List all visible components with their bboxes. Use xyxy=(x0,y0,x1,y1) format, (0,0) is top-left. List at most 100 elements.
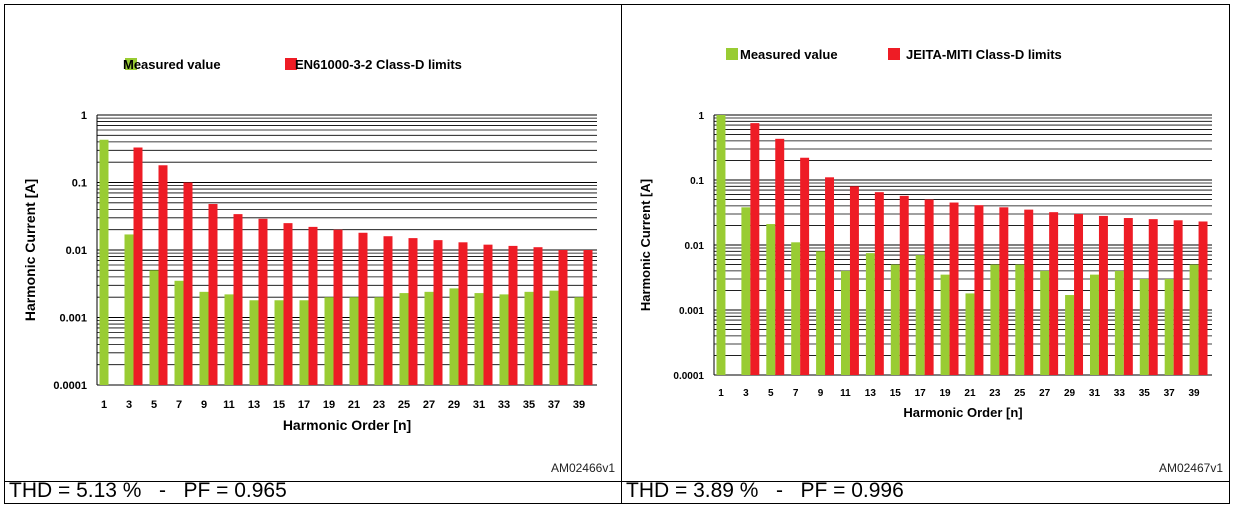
limit-bar xyxy=(458,242,468,385)
measured-bar xyxy=(374,297,384,385)
x-tick-label: 21 xyxy=(348,399,360,411)
limit-bar xyxy=(358,232,368,385)
x-tick-label: 39 xyxy=(573,399,585,411)
limit-series xyxy=(133,147,593,385)
measured-bar xyxy=(399,293,409,385)
x-tick-label: 3 xyxy=(743,388,749,399)
limit-bar xyxy=(383,236,393,385)
x-tick-label: 7 xyxy=(793,388,799,399)
limit-bar xyxy=(974,205,984,375)
measured-bar xyxy=(574,297,584,385)
measured-bar xyxy=(299,300,309,385)
measured-bar xyxy=(174,280,184,385)
measured-bar xyxy=(424,291,434,385)
x-tick-label: 37 xyxy=(1164,388,1176,399)
y-tick-label: 0.01 xyxy=(685,241,705,252)
limit-bar xyxy=(433,240,443,385)
limit-bar xyxy=(558,250,568,385)
legend-label: JEITA-MITI Class-D limits xyxy=(906,47,1062,62)
right-panel: 1 0.1 0.01 0.001 0.0001 1 3 5 7 9 11 13 15 17 19 21 23 25… xyxy=(622,4,1230,504)
limit-bar xyxy=(483,244,493,385)
measured-bar xyxy=(249,300,259,385)
x-tick-label: 13 xyxy=(865,388,877,399)
measured-bar xyxy=(791,242,801,375)
measured-bar xyxy=(741,207,751,375)
figure-frame: 1 0.1 0.01 0.001 0.0001 1 3 5 7 9 11 13 15 17 19 21 23 25… xyxy=(4,4,1230,504)
measured-bar xyxy=(1164,278,1174,375)
legend-swatch xyxy=(888,48,900,60)
limit-bar xyxy=(408,238,418,385)
limit-bar xyxy=(775,138,785,375)
limit-bar xyxy=(283,223,293,385)
x-tick-label: 31 xyxy=(1089,388,1101,399)
limit-bar xyxy=(1173,220,1183,375)
limit-bar xyxy=(825,177,835,375)
measured-series xyxy=(716,115,1199,375)
legend-swatch xyxy=(726,48,738,60)
measured-bar xyxy=(840,270,850,375)
legend-swatch xyxy=(285,58,297,70)
measured-bar xyxy=(499,294,509,385)
legend-label: Measured value xyxy=(740,47,838,62)
left-panel: 1 0.1 0.01 0.001 0.0001 1 3 5 7 9 11 13 15 17 19 21 23 25… xyxy=(4,4,622,504)
limit-bar xyxy=(1074,213,1084,375)
x-tick-label: 37 xyxy=(548,399,560,411)
measured-bar xyxy=(524,291,534,385)
x-tick-label: 25 xyxy=(398,399,410,411)
y-axis-label: Harmonic Current [A] xyxy=(638,179,653,311)
legend: Measured value EN61000-3-2 Class-D limits xyxy=(123,57,462,72)
limit-bar xyxy=(1148,219,1158,375)
x-tick-label: 15 xyxy=(273,399,285,411)
x-tick-label: 7 xyxy=(176,399,182,411)
limit-bar xyxy=(899,195,909,375)
limit-bar xyxy=(308,226,318,385)
x-tick-label: 21 xyxy=(964,388,976,399)
chart-area-left: 1 0.1 0.01 0.001 0.0001 1 3 5 7 9 11 13 15 17 19 21 23 25… xyxy=(5,5,621,482)
measured-bar xyxy=(716,115,726,375)
y-tick-label: 0.0001 xyxy=(53,380,87,392)
measured-bar xyxy=(474,293,484,385)
measured-bar xyxy=(549,290,559,385)
y-tick-label: 0.0001 xyxy=(673,371,704,382)
figure-id: AM02467v1 xyxy=(1158,461,1223,475)
figure-id: AM02466v1 xyxy=(550,461,615,475)
measured-bar xyxy=(449,288,459,385)
x-tick-label: 35 xyxy=(523,399,535,411)
limit-bar xyxy=(1098,215,1108,375)
measured-bar xyxy=(1139,278,1149,375)
x-tick-label: 19 xyxy=(940,388,952,399)
x-tick-label: 23 xyxy=(989,388,1001,399)
limit-bar xyxy=(1024,209,1034,375)
measured-bar xyxy=(865,253,875,375)
limit-bar xyxy=(1123,218,1133,375)
x-tick-label: 15 xyxy=(890,388,902,399)
limit-bar xyxy=(1198,221,1208,375)
limit-bar xyxy=(1049,212,1059,375)
x-axis-label: Harmonic Order [n] xyxy=(903,405,1022,420)
y-tick-label: 0.01 xyxy=(66,245,87,257)
x-tick-label: 1 xyxy=(718,388,724,399)
legend-label: Measured value xyxy=(123,57,221,72)
x-tick-label: 31 xyxy=(473,399,485,411)
measured-bar xyxy=(890,264,900,375)
measured-bar xyxy=(990,264,1000,375)
legend: Measured value JEITA-MITI Class-D limits xyxy=(726,47,1062,62)
x-tick-label: 1 xyxy=(101,399,107,411)
x-tick-label: 9 xyxy=(818,388,824,399)
legend-label: EN61000-3-2 Class-D limits xyxy=(295,57,462,72)
limit-bar xyxy=(508,245,518,385)
measured-bar xyxy=(766,224,776,375)
x-tick-label: 35 xyxy=(1139,388,1151,399)
x-tick-label: 27 xyxy=(1039,388,1051,399)
measured-bar xyxy=(274,300,284,385)
x-tick-label: 5 xyxy=(151,399,157,411)
limit-bar xyxy=(800,157,810,375)
x-tick-label: 29 xyxy=(1064,388,1076,399)
limit-bar xyxy=(333,229,343,385)
grid-lines xyxy=(714,114,1212,376)
measured-bar xyxy=(1189,264,1199,375)
measured-bar xyxy=(224,294,234,385)
y-tick-label: 1 xyxy=(698,111,704,122)
